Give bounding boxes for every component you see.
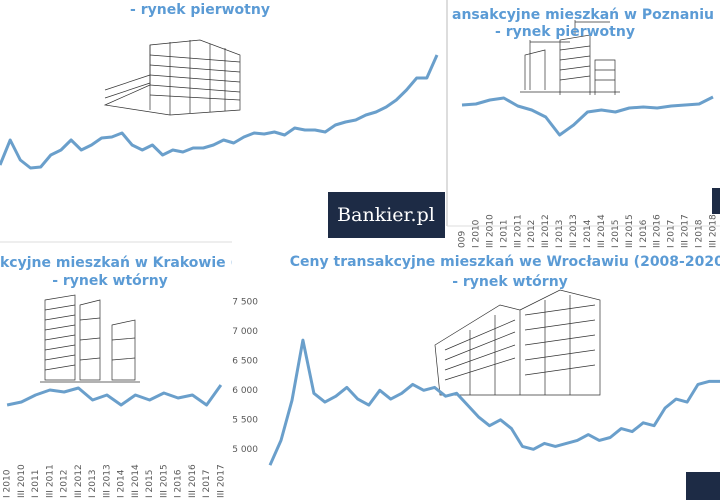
x-tick-label: I 2016 [639,219,649,248]
x-tick-label: III 2014 [131,464,141,498]
y-tick-label: 5 000 [232,445,258,455]
x-tick-label: I 2014 [583,219,593,248]
line-series [6,384,223,407]
logo-box [328,192,445,238]
x-tick-label: III 2010 [17,464,27,498]
logo-box [712,188,720,214]
x-tick-label: I 2010 [3,469,13,498]
chart-subtitle: - rynek pierwotny [495,24,635,40]
x-tick-label: I 2014 [117,469,127,498]
y-tick-label: 6 000 [232,386,258,396]
x-tick-label: III 2014 [597,214,607,248]
x-tick-label: III 2013 [102,464,112,498]
x-tick-label: III 2010 [485,214,495,248]
x-tick-label: I 2013 [555,220,565,248]
line-series [461,95,714,137]
chart-panel: ansakcyjne mieszkań w Poznaniu (2008-202… [452,7,720,248]
x-tick-label: 009 [457,231,467,248]
x-tick-label: III 2011 [45,464,55,498]
building-sketch [40,294,140,383]
x-tick-label: III 2016 [653,214,663,248]
x-tick-label: I 2010 [471,219,481,248]
chart-title: Ceny transakcyjne mieszkań we Wrocławiu … [290,254,720,270]
x-tick-label: III 2012 [541,214,551,248]
chart-title: ansakcyjne mieszkań w Poznaniu (2008-202… [452,7,720,23]
x-tick-label: I 2015 [145,470,155,498]
x-tick-label: I 2013 [88,470,98,498]
x-tick-label: III 2017 [681,214,691,248]
logo-box [686,472,720,500]
x-tick-label: I 2016 [174,469,184,498]
logo: Bankier.pl [337,204,435,226]
chart-title: kcyjne mieszkań w Krakowie (2008-20 [0,255,301,271]
chart-panel: - rynek pierwotny [0,2,439,170]
x-tick-label: I 2012 [60,470,70,498]
building-sketch [103,39,241,116]
chart-subtitle: - rynek wtórny [52,273,168,289]
x-tick-label: I 2017 [202,470,212,498]
x-tick-label: I 2017 [667,220,677,248]
x-tick-label: I 2012 [527,220,537,248]
line-series [0,54,439,170]
chart-panel: kcyjne mieszkań w Krakowie (2008-20 - ryn… [0,255,301,498]
y-tick-label: 7 000 [232,327,258,337]
y-tick-label: 5 500 [232,415,258,425]
x-tick-label: III 2012 [74,464,84,498]
x-tick-label: III 2011 [513,214,523,248]
line-series [268,338,720,466]
y-tick-label: 7 500 [232,297,258,307]
chart-subtitle: - rynek pierwotny [130,2,270,18]
x-tick-label: III 2013 [569,214,579,248]
chart-subtitle: - rynek wtórny [452,274,568,290]
x-tick-label: I 2011 [31,470,41,498]
chart-panel: Ceny transakcyjne mieszkań we Wrocławiu … [232,254,720,466]
x-tick-label: III 2017 [216,464,226,498]
building-sketch [520,20,620,95]
y-tick-label: 6 500 [232,356,258,366]
x-tick-label: III 2018 [709,214,719,248]
x-tick-label: I 2011 [499,220,509,248]
x-tick-label: I 2015 [611,220,621,248]
x-tick-label: III 2016 [188,464,198,498]
x-tick-label: III 2015 [159,464,169,498]
building-sketch [434,289,601,396]
x-tick-label: I 2018 [695,219,705,248]
x-tick-label: III 2015 [625,214,635,248]
